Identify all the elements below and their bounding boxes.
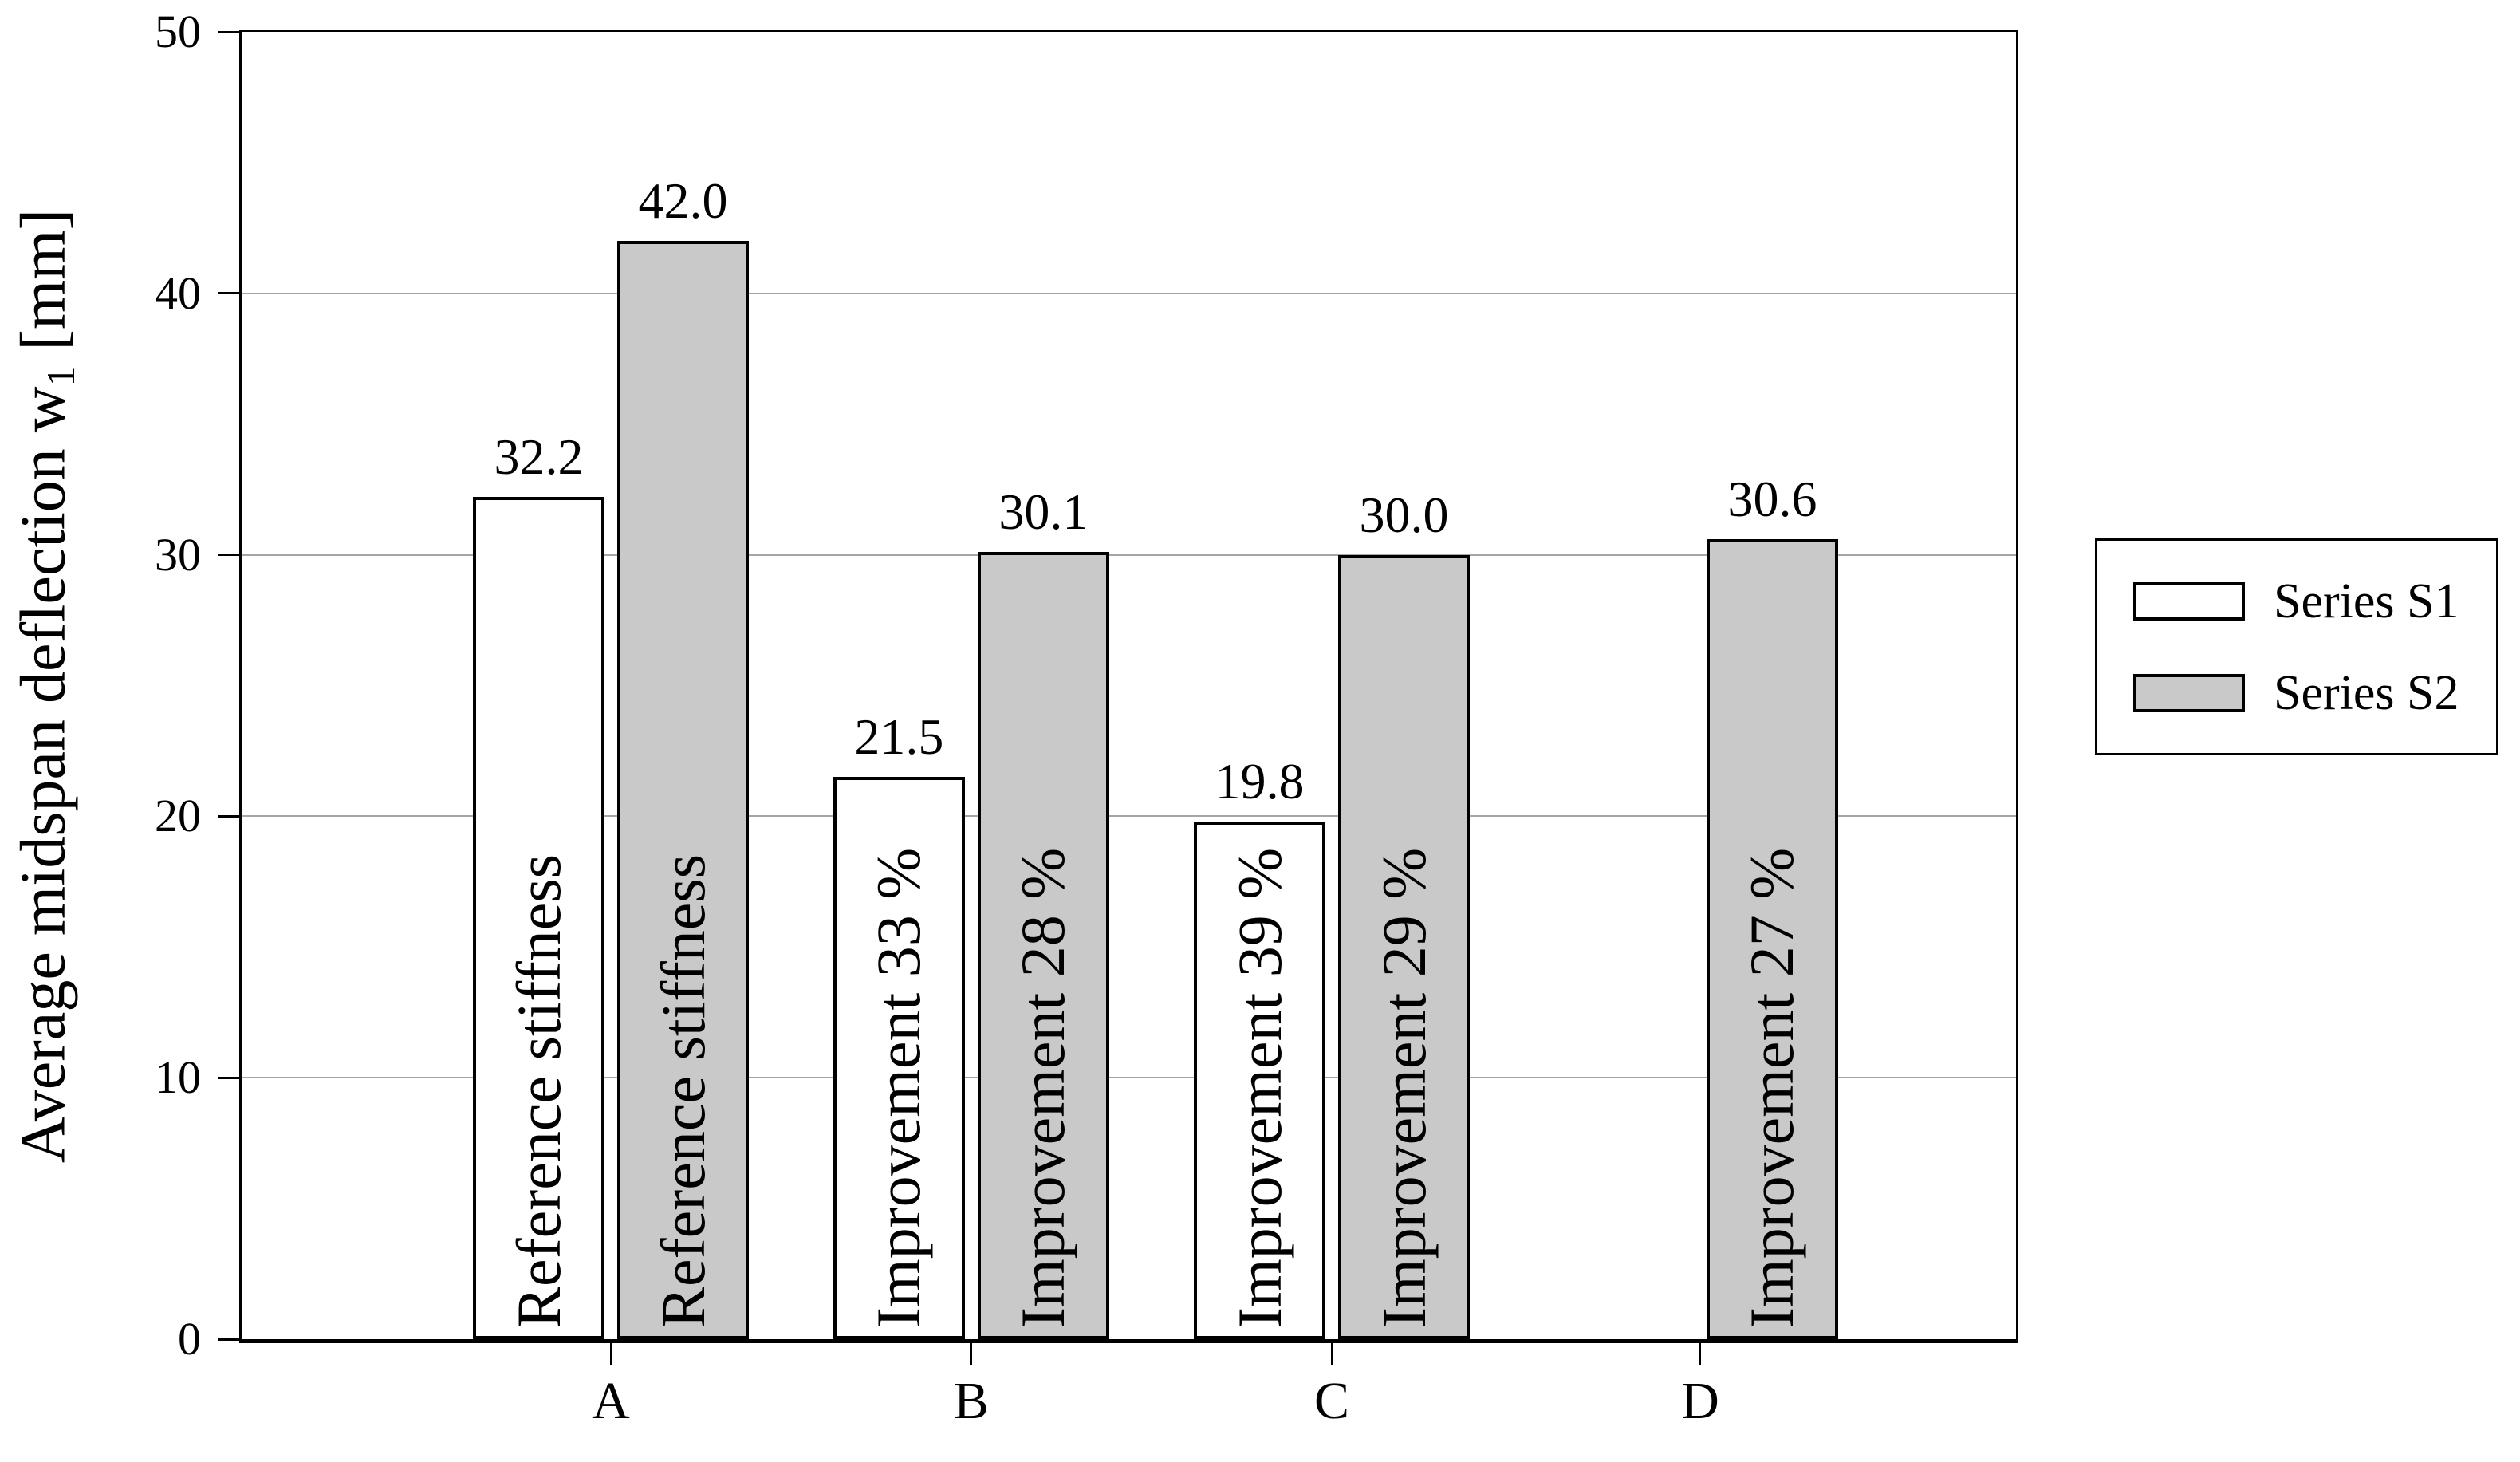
bar-text-label: Improvement 27 % [1737,847,1807,1328]
legend-entry-s1: Series S1 [2133,577,2496,626]
y-axis-title-subscript: 1 [38,366,83,387]
bar-value-label: 19.8 [1215,752,1305,810]
plot-area: 32.2 Reference stiffness 21.5 Improvement 3… [239,30,2018,1343]
legend: Series S1 Series S2 [2095,538,2498,755]
bar-A-s1: 32.2 Reference stiffness [473,432,605,1339]
gridline-10 [242,1077,2016,1079]
legend-swatch-s2 [2133,673,2245,712]
y-axis-tick-30 [218,554,242,557]
x-axis-label-C: C [1314,1372,1350,1430]
y-axis-tick-40 [218,292,242,295]
x-axis-label-A: A [592,1372,630,1430]
legend-swatch-s1 [2133,581,2245,621]
bar-value-label: 30.0 [1359,486,1449,543]
x-axis-tick-B [970,1343,973,1365]
bar-value-label: 32.2 [494,428,584,486]
y-axis-tick-label-30: 30 [155,528,201,581]
y-axis-tick-0 [218,1338,242,1341]
y-axis-tick-20 [218,814,242,818]
bar-C-s1: 19.8 Improvement 39 % [1194,755,1326,1339]
x-axis-label-D: D [1681,1372,1719,1430]
bar-value-label: 21.5 [854,708,944,766]
y-axis-tick-label-0: 0 [178,1313,201,1365]
y-axis-tick-label-50: 50 [155,6,201,57]
y-axis-tick-label-40: 40 [155,266,201,319]
bar-C-s2: 30.0 Improvement 29 % [1338,489,1471,1339]
bar-D-s2: 30.6 Improvement 27 % [1706,473,1838,1339]
bar-text-label: Improvement 29 % [1368,847,1439,1328]
x-axis-tick-C [1330,1343,1333,1365]
bar-value-label: 30.1 [998,483,1089,541]
legend-entry-s2: Series S2 [2133,668,2496,718]
gridline-40 [242,292,2016,294]
y-axis-title: Average midspan deflection w1 [mm] [9,209,83,1163]
bar-A-s2: 42.0 Reference stiffness [617,175,750,1339]
bar-B-s1: 21.5 Improvement 33 % [833,711,965,1339]
y-axis-tick-label-20: 20 [155,790,201,842]
bar-text-label: Improvement 39 % [1224,847,1294,1328]
bar-B-s2: 30.1 Improvement 28 % [977,487,1109,1339]
legend-label-s2: Series S2 [2274,665,2459,720]
x-axis-tick-D [1699,1343,1702,1365]
bar-text-label: Reference stiffness [503,853,573,1328]
bar-text-label: Reference stiffness [648,853,718,1328]
x-axis-label-B: B [953,1372,989,1430]
y-axis-tick-10 [218,1076,242,1079]
bar-value-label: 30.6 [1727,470,1817,527]
x-axis-tick-A [609,1343,612,1365]
bar-text-label: Improvement 28 % [1008,847,1078,1328]
bar-value-label: 42.0 [638,172,728,230]
bar-text-label: Improvement 33 % [864,847,934,1328]
legend-label-s1: Series S1 [2274,573,2459,629]
y-axis-tick-label-10: 10 [155,1051,201,1104]
gridline-20 [242,815,2016,818]
y-axis-tick-50 [218,30,242,33]
gridline-30 [242,554,2016,556]
